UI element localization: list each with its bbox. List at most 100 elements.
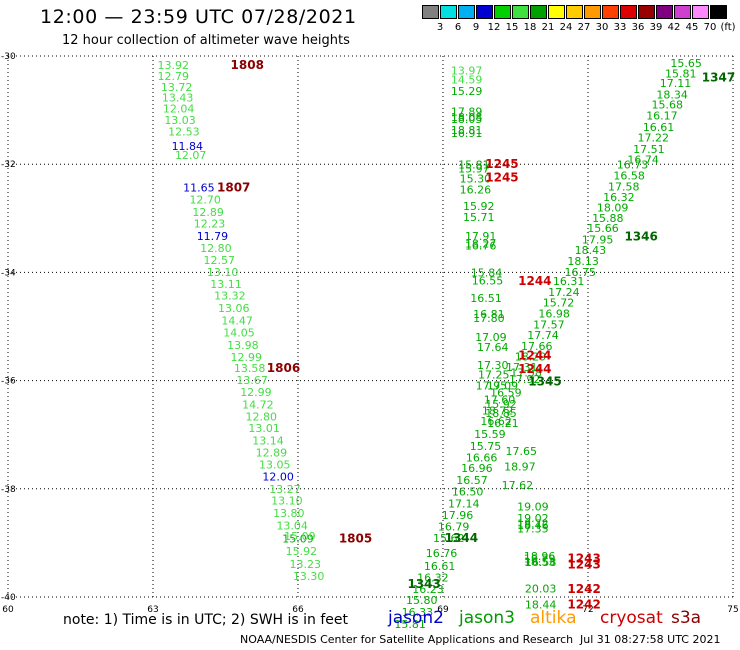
- data-points: 13.9212.7913.7213.4312.0413.0312.5311.84…: [158, 57, 702, 631]
- scale-swatch: [638, 5, 655, 19]
- scale-swatch: [530, 5, 547, 19]
- pass-number-label: 1805: [339, 532, 372, 546]
- wave-height-label: 11.84: [172, 140, 204, 153]
- scale-swatch: [548, 5, 565, 19]
- wave-height-label: 17.80: [473, 312, 505, 325]
- wave-height-label: 12.23: [194, 218, 226, 231]
- wave-height-label: 15.81: [665, 67, 697, 80]
- wave-height-label: 16.76: [426, 547, 458, 560]
- wave-height-label: 18.05: [451, 113, 483, 126]
- wave-height-label: 17.89: [451, 106, 483, 119]
- wave-height-label: 13.11: [210, 278, 242, 291]
- y-tick-label: -38: [1, 485, 16, 495]
- wave-height-label: 12.07: [175, 149, 207, 162]
- wave-height-label: 13.97: [451, 65, 483, 78]
- pass-number-label: 1243: [567, 558, 600, 572]
- scale-swatch: [692, 5, 709, 19]
- pass-number-label: 1345: [528, 375, 561, 389]
- wave-height-label: 18.29: [515, 350, 547, 363]
- wave-height-label: 13.03: [164, 114, 196, 127]
- wave-height-label: 16.61: [643, 121, 675, 134]
- wave-height-label: 12.53: [168, 126, 200, 139]
- pass-number-label: 1245: [485, 171, 518, 185]
- scale-tick-label: 39: [649, 22, 663, 33]
- y-tick-label: -40: [1, 593, 16, 603]
- wave-height-label: 17.92: [509, 373, 541, 386]
- wave-height-label: 16.31: [553, 275, 585, 288]
- wave-height-label: 19.09: [517, 501, 549, 514]
- pass-number-label: 1243: [567, 552, 600, 566]
- wave-height-label: 17.14: [448, 497, 480, 510]
- wave-height-label: 19.02: [517, 512, 549, 525]
- wave-height-label: 13.92: [158, 59, 190, 72]
- wave-height-label: 18.43: [575, 244, 607, 257]
- wave-height-label: 15.81: [458, 159, 490, 172]
- scale-swatch: [512, 5, 529, 19]
- scale-swatch: [584, 5, 601, 19]
- pass-number-label: 1807: [217, 180, 250, 194]
- scale-tick-label: 9: [472, 22, 480, 33]
- wave-height-label: 17.31: [506, 361, 538, 374]
- wave-height-label: 16.66: [466, 451, 498, 464]
- scale-swatch: [674, 5, 691, 19]
- wave-height-label: 16.32: [603, 191, 635, 204]
- wave-height-label: 12.04: [163, 102, 195, 115]
- wave-height-label: 12.70: [189, 193, 221, 206]
- wave-height-label: 15.71: [463, 211, 495, 224]
- scale-tick-label: 24: [559, 22, 573, 33]
- wave-height-label: 16.55: [472, 275, 504, 288]
- scale-swatch: [602, 5, 619, 19]
- pass-number-label: 1244: [518, 362, 551, 376]
- wave-height-label: 17.58: [608, 180, 640, 193]
- wave-height-label: 18.85: [485, 407, 517, 420]
- wave-height-label: 12.79: [158, 70, 190, 83]
- scale-swatch: [656, 5, 673, 19]
- chart-title: 12:00 — 23:59 UTC 07/28/2021: [40, 6, 357, 28]
- wave-height-label: 17.30: [477, 359, 509, 372]
- wave-height-label: 16.75: [565, 266, 597, 279]
- pass-number-label: 1244: [518, 274, 551, 288]
- wave-height-label: 16.58: [525, 556, 557, 569]
- wave-height-label: 15.92: [485, 398, 517, 411]
- wave-height-label: 15.62: [433, 532, 465, 545]
- wave-height-label: 18.27: [465, 238, 497, 251]
- wave-height-label: 12.99: [240, 386, 272, 399]
- wave-height-label: 16.26: [460, 184, 492, 197]
- wave-height-label: 18.96: [524, 550, 556, 563]
- wave-height-label: 18.97: [504, 461, 536, 474]
- wave-height-label: 15.81: [394, 618, 426, 631]
- wave-height-label: 18.46: [517, 519, 549, 532]
- pass-number-label: 1242: [567, 598, 600, 612]
- wave-height-label: 13.23: [290, 558, 322, 571]
- wave-height-label: 16.79: [438, 521, 470, 534]
- wave-height-label: 12.57: [203, 254, 235, 267]
- wave-height-label: 17.25: [478, 369, 510, 382]
- wave-height-label: 15.84: [471, 266, 503, 279]
- legend-s3a: s3a: [671, 608, 702, 628]
- legend-jason3: jason3: [459, 608, 515, 628]
- wave-height-label: 13.04: [276, 520, 308, 533]
- wave-height-label: 16.61: [424, 560, 456, 573]
- wave-height-label: 15.92: [463, 200, 495, 213]
- wave-height-label: 13.30: [293, 570, 325, 583]
- wave-height-label: 17.11: [660, 77, 692, 90]
- wave-height-label: 13.72: [161, 81, 193, 94]
- footnote: note: 1) Time is in UTC; 2) SWH is in fe…: [63, 612, 349, 628]
- wave-height-label: 12.80: [246, 410, 278, 423]
- wave-height-label: 13.80: [273, 507, 305, 520]
- wave-height-label: 16.76: [465, 239, 497, 252]
- legend-altika: altika: [530, 608, 577, 628]
- pass-number-label: 1242: [567, 582, 600, 596]
- wave-height-label: 13.10: [271, 495, 303, 508]
- x-tick-label: 60: [2, 605, 14, 615]
- wave-height-label: 15.88: [592, 212, 624, 225]
- wave-height-label: 16.73: [617, 159, 649, 172]
- wave-height-label: 13.32: [214, 290, 246, 303]
- wave-height-label: 17.74: [527, 329, 559, 342]
- pass-number-label: 1245: [485, 157, 518, 171]
- wave-height-label: 16.81: [473, 308, 505, 321]
- wave-height-label: 20.03: [525, 582, 557, 595]
- chart-subtitle: 12 hour collection of altimeter wave hei…: [62, 33, 350, 48]
- wave-height-label: 17.60: [484, 394, 516, 407]
- scale-tick-label: 45: [685, 22, 699, 33]
